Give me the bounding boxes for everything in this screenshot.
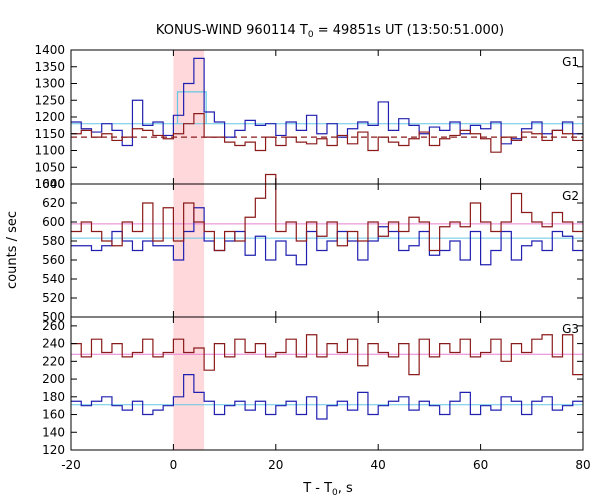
x-tick-label: 80: [575, 458, 590, 472]
g1-series-blue: [71, 57, 583, 147]
g3-y-tick-label: 260: [42, 319, 65, 333]
g1-y-tick-label: 1150: [34, 127, 65, 141]
g2-y-tick-label: 620: [42, 196, 65, 210]
g3-y-tick-label: 140: [42, 425, 65, 439]
g3-y-tick-label: 220: [42, 354, 65, 368]
g2-y-tick-label: 580: [42, 234, 65, 248]
xlabel-subscript: 0: [332, 488, 338, 498]
g2-y-tick-label: 600: [42, 215, 65, 229]
g1-y-tick-label: 1200: [34, 110, 65, 124]
g1-panel-label: G1: [562, 55, 579, 69]
g2-y-tick-label: 540: [42, 272, 65, 286]
x-tick-label: -20: [61, 458, 81, 472]
x-tick-label: 40: [371, 458, 386, 472]
g1-y-tick-label: 1100: [34, 144, 65, 158]
g1-frame: [70, 49, 584, 185]
g2-y-tick-label: 500: [42, 310, 65, 324]
g3-frame: [70, 316, 584, 451]
g1-y-tick-label: 1000: [34, 177, 65, 191]
g1-y-tick-label: 1300: [34, 77, 65, 91]
g3-series-blue: [71, 374, 583, 420]
g1-y-tick-label: 1350: [34, 60, 65, 74]
g1-y-tick-label: 1250: [34, 93, 65, 107]
g3-panel-label: G3: [562, 322, 579, 336]
g3-y-tick-label: 160: [42, 408, 65, 422]
title-subscript: 0: [308, 30, 314, 40]
g2-y-tick-label: 640: [42, 177, 65, 191]
chart-title: KONUS-WIND 960114 T0 = 49851s UT (13:50:…: [156, 23, 504, 40]
g3-y-tick-label: 120: [42, 443, 65, 457]
g2-series-red: [71, 173, 583, 252]
g2-y-tick-label: 520: [42, 291, 65, 305]
y-axis-label: counts / sec: [5, 211, 20, 289]
g2-panel-label: G2: [562, 189, 579, 203]
g1-series-red: [71, 113, 583, 153]
xlabel-rest: , s: [338, 481, 353, 496]
g1-burst-level: [176, 91, 207, 124]
g3-y-tick-label: 240: [42, 337, 65, 351]
title-main: KONUS-WIND 960114 T: [156, 23, 308, 38]
x-axis-label: T - T0, s: [302, 481, 353, 498]
g1-y-tick-label: 1050: [34, 160, 65, 174]
xlabel-main: T - T: [302, 481, 332, 496]
x-tick-label: 20: [268, 458, 283, 472]
x-tick-label: 0: [170, 458, 178, 472]
x-tick-label: 60: [473, 458, 488, 472]
g3-series-red: [71, 334, 583, 376]
g2-series-blue: [71, 207, 583, 266]
burst-interval-shade: [173, 50, 205, 450]
title-rest: = 49851s UT (13:50:51.000): [314, 23, 504, 38]
g3-y-tick-label: 180: [42, 390, 65, 404]
g3-y-tick-label: 200: [42, 372, 65, 386]
g2-y-tick-label: 560: [42, 253, 65, 267]
g1-y-tick-label: 1400: [34, 43, 65, 57]
